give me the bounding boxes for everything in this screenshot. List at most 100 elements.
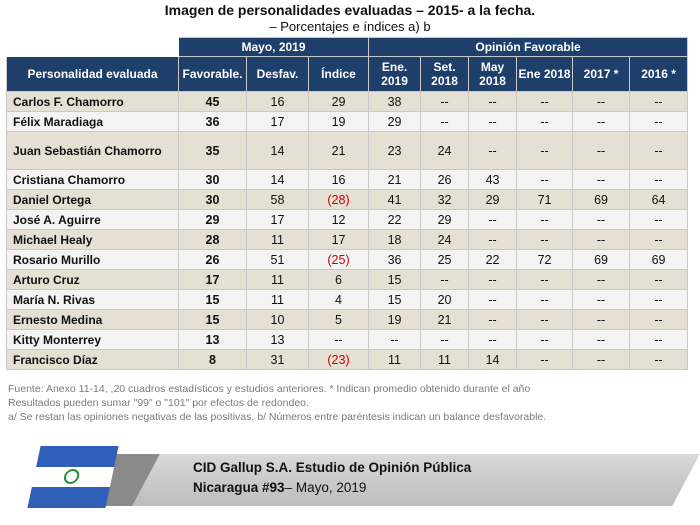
cell-indice: 5 — [307, 309, 370, 330]
page-title: Imagen de personalidades evaluadas – 201… — [164, 2, 536, 18]
cell-ene2019: 21 — [368, 169, 422, 190]
cell-indice: 6 — [307, 269, 370, 290]
cell-indice: 19 — [307, 111, 370, 132]
banner-company: CID Gallup S.A. Estudio de Opinión Públi… — [193, 460, 472, 475]
cell-desf: 10 — [246, 309, 309, 330]
cell-y2017: -- — [572, 209, 631, 230]
cell-desf: 11 — [246, 289, 309, 310]
cell-y2016: -- — [629, 289, 689, 310]
cell-fav: 36 — [178, 111, 247, 132]
cell-may2018: -- — [468, 289, 518, 310]
cell-may2018: -- — [468, 209, 518, 230]
cell-ene2019: 15 — [368, 269, 422, 290]
cell-ene2019: -- — [368, 329, 422, 350]
cell-ene2018: -- — [516, 349, 574, 370]
cell-ene2018: -- — [516, 289, 574, 310]
cell-indice: (23) — [307, 349, 370, 370]
cell-may2018: 43 — [468, 169, 518, 190]
cell-y2016: -- — [629, 169, 689, 190]
table-row: Michael Healy 28 11 17 18 24 -- -- -- -- — [6, 229, 689, 250]
personalities-table: Mayo, 2019 Opinión Favorable Personalida… — [6, 37, 689, 370]
cell-ene2018: -- — [516, 229, 574, 250]
table-row: Daniel Ortega 30 58 (28) 41 32 29 71 69 64 — [6, 189, 689, 210]
cell-set2018: 29 — [420, 209, 470, 230]
cell-personalidad: Cristiana Chamorro — [6, 169, 179, 190]
cell-y2016: -- — [629, 349, 689, 370]
cell-y2017: 69 — [572, 189, 631, 210]
cell-desf: 17 — [246, 209, 309, 230]
cell-personalidad: Carlos F. Chamorro — [6, 91, 179, 112]
cell-y2017: -- — [572, 329, 631, 350]
cell-may2018: -- — [468, 131, 518, 170]
cell-personalidad: María N. Rivas — [6, 289, 179, 310]
header-indice: Índice — [307, 56, 370, 92]
cell-set2018: -- — [420, 91, 470, 112]
cell-personalidad: Juan Sebastián Chamorro — [6, 131, 179, 170]
cell-fav: 30 — [178, 189, 247, 210]
cell-fav: 35 — [178, 131, 247, 170]
cell-may2018: -- — [468, 329, 518, 350]
cell-ene2019: 18 — [368, 229, 422, 250]
cell-personalidad: Daniel Ortega — [6, 189, 179, 210]
cell-y2016: -- — [629, 91, 689, 112]
cell-set2018: 32 — [420, 189, 470, 210]
cell-ene2018: -- — [516, 131, 574, 170]
table-row: Rosario Murillo 26 51 (25) 36 25 22 72 69 69 — [6, 249, 689, 270]
cell-desf: 17 — [246, 111, 309, 132]
banner-study: Nicaragua #93– Mayo, 2019 — [193, 480, 366, 495]
header-2016: 2016 * — [629, 56, 689, 92]
footnote-definitions: a/ Se restan las opiniones negativas de … — [8, 411, 547, 423]
footnote-rounding: Resultados pueden sumar "99" o "101" por… — [8, 397, 309, 409]
cell-may2018: 29 — [468, 189, 518, 210]
header-may-2018: May 2018 — [468, 56, 518, 92]
cell-ene2019: 41 — [368, 189, 422, 210]
cell-may2018: 22 — [468, 249, 518, 270]
cell-ene2018: -- — [516, 209, 574, 230]
cell-fav: 17 — [178, 269, 247, 290]
cell-set2018: 26 — [420, 169, 470, 190]
cell-ene2018: 72 — [516, 249, 574, 270]
cell-personalidad: Ernesto Medina — [6, 309, 179, 330]
cell-y2016: 69 — [629, 249, 689, 270]
header-desfav: Desfav. — [246, 56, 309, 92]
cell-y2016: -- — [629, 329, 689, 350]
table-row: Kitty Monterrey 13 13 -- -- -- -- -- -- -- — [6, 329, 689, 350]
cell-y2017: -- — [572, 289, 631, 310]
cell-y2016: -- — [629, 209, 689, 230]
cell-fav: 30 — [178, 169, 247, 190]
cell-indice: 29 — [307, 91, 370, 112]
header-blank — [6, 37, 179, 57]
cell-set2018: 24 — [420, 229, 470, 250]
cell-y2016: -- — [629, 111, 689, 132]
cell-set2018: -- — [420, 329, 470, 350]
cell-fav: 8 — [178, 349, 247, 370]
cell-ene2018: -- — [516, 91, 574, 112]
cell-y2016: -- — [629, 229, 689, 250]
cell-desf: 11 — [246, 229, 309, 250]
cell-personalidad: Arturo Cruz — [6, 269, 179, 290]
cell-personalidad: Félix Maradiaga — [6, 111, 179, 132]
cell-ene2018: 71 — [516, 189, 574, 210]
cell-ene2019: 23 — [368, 131, 422, 170]
cell-ene2018: -- — [516, 329, 574, 350]
header-favorable: Favorable. — [178, 56, 247, 92]
cell-desf: 51 — [246, 249, 309, 270]
cell-ene2018: -- — [516, 111, 574, 132]
cell-desf: 11 — [246, 269, 309, 290]
cell-personalidad: Kitty Monterrey — [6, 329, 179, 350]
cell-may2018: 14 — [468, 349, 518, 370]
cell-set2018: 24 — [420, 131, 470, 170]
cell-may2018: -- — [468, 309, 518, 330]
cell-ene2019: 11 — [368, 349, 422, 370]
cell-indice: -- — [307, 329, 370, 350]
cell-indice: 16 — [307, 169, 370, 190]
cell-y2017: -- — [572, 169, 631, 190]
table-row: Félix Maradiaga 36 17 19 29 -- -- -- -- -- — [6, 111, 689, 132]
cell-desf: 58 — [246, 189, 309, 210]
cell-desf: 14 — [246, 131, 309, 170]
cell-ene2019: 38 — [368, 91, 422, 112]
cell-indice: (28) — [307, 189, 370, 210]
cell-set2018: 11 — [420, 349, 470, 370]
table-row: Carlos F. Chamorro 45 16 29 38 -- -- -- -- -- — [6, 91, 689, 112]
cell-set2018: -- — [420, 111, 470, 132]
